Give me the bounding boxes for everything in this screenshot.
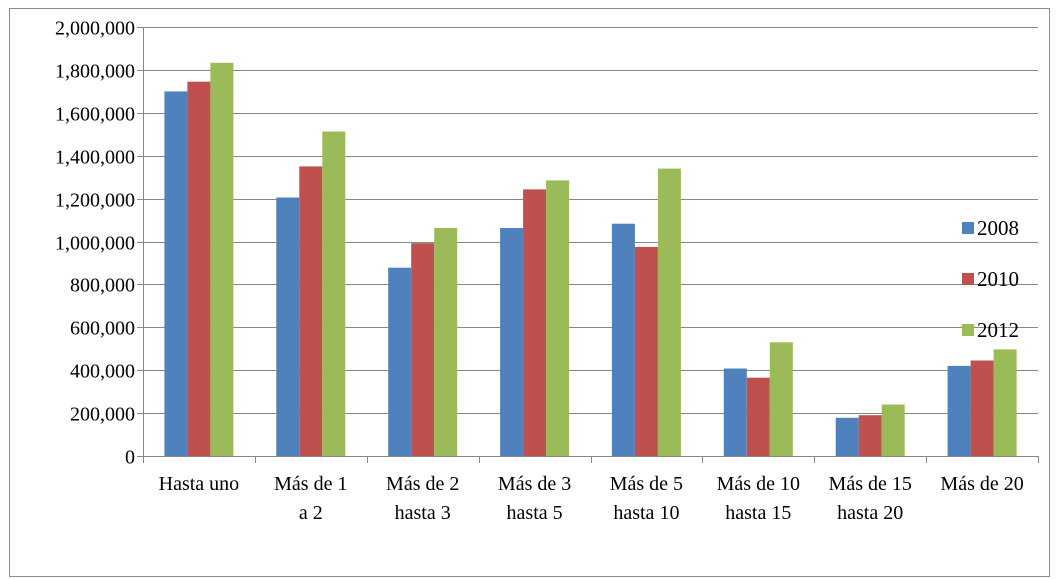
y-tick-label: 400,000: [70, 361, 135, 383]
x-category-label: Más de 1: [274, 473, 347, 495]
bar-2008-2: [388, 267, 412, 456]
x-category-label: Más de 15: [829, 473, 912, 495]
x-category-label: hasta 15: [725, 502, 791, 524]
x-category-label: Más de 10: [717, 473, 800, 495]
bar-2010-5: [746, 377, 770, 456]
legend-swatch-2010: [962, 273, 974, 285]
legend-label-2010: 2010: [977, 267, 1019, 291]
bar-2008-3: [500, 228, 524, 456]
bar-2008-4: [611, 223, 635, 456]
y-tick-label: 2,000,000: [55, 18, 135, 40]
x-category-label: hasta 10: [613, 502, 679, 524]
y-tick-label: 0: [125, 447, 135, 469]
y-tick-label: 600,000: [70, 318, 135, 340]
x-category-label: Más de 3: [498, 473, 571, 495]
bar-2012-1: [322, 131, 346, 456]
x-category-label: a 2: [299, 502, 323, 524]
x-category-label: hasta 5: [507, 502, 563, 524]
bar-2010-1: [299, 166, 323, 456]
bar-2008-5: [723, 368, 747, 456]
x-category-label: Más de 2: [386, 473, 459, 495]
bar-2008-7: [947, 365, 971, 456]
bar-2010-3: [523, 189, 547, 456]
bar-2012-0: [210, 62, 234, 457]
bar-2012-5: [769, 342, 793, 456]
bar-2010-4: [634, 246, 658, 456]
legend-swatch-2012: [962, 324, 974, 336]
bar-2012-3: [546, 180, 570, 456]
bar-2008-6: [835, 417, 859, 456]
bar-2012-4: [657, 168, 681, 456]
x-category-label: Más de 20: [940, 473, 1023, 495]
legend-swatch-2008: [962, 222, 974, 234]
bar-2012-6: [881, 404, 905, 456]
y-tick-label: 1,400,000: [55, 147, 135, 169]
bar-2010-0: [187, 81, 211, 456]
bar-2012-2: [434, 228, 458, 456]
bar-2008-1: [276, 197, 300, 456]
y-tick-label: 1,200,000: [55, 190, 135, 212]
x-category-label: Hasta uno: [159, 473, 240, 495]
bar-2008-0: [164, 91, 188, 457]
y-tick-label: 1,000,000: [55, 233, 135, 255]
y-tick-label: 1,600,000: [55, 104, 135, 126]
x-category-label: Más de 5: [610, 473, 683, 495]
y-tick-label: 1,800,000: [55, 61, 135, 83]
x-category-label: hasta 3: [395, 502, 451, 524]
bar-2010-2: [411, 243, 435, 456]
legend-label-2008: 2008: [977, 216, 1019, 240]
x-category-label: hasta 20: [837, 502, 903, 524]
bar-2010-7: [970, 360, 994, 456]
y-tick-label: 200,000: [70, 404, 135, 426]
bar-2012-7: [993, 349, 1017, 456]
legend-label-2012: 2012: [977, 318, 1019, 342]
bar-2010-6: [858, 415, 882, 456]
y-tick-label: 800,000: [70, 275, 135, 297]
